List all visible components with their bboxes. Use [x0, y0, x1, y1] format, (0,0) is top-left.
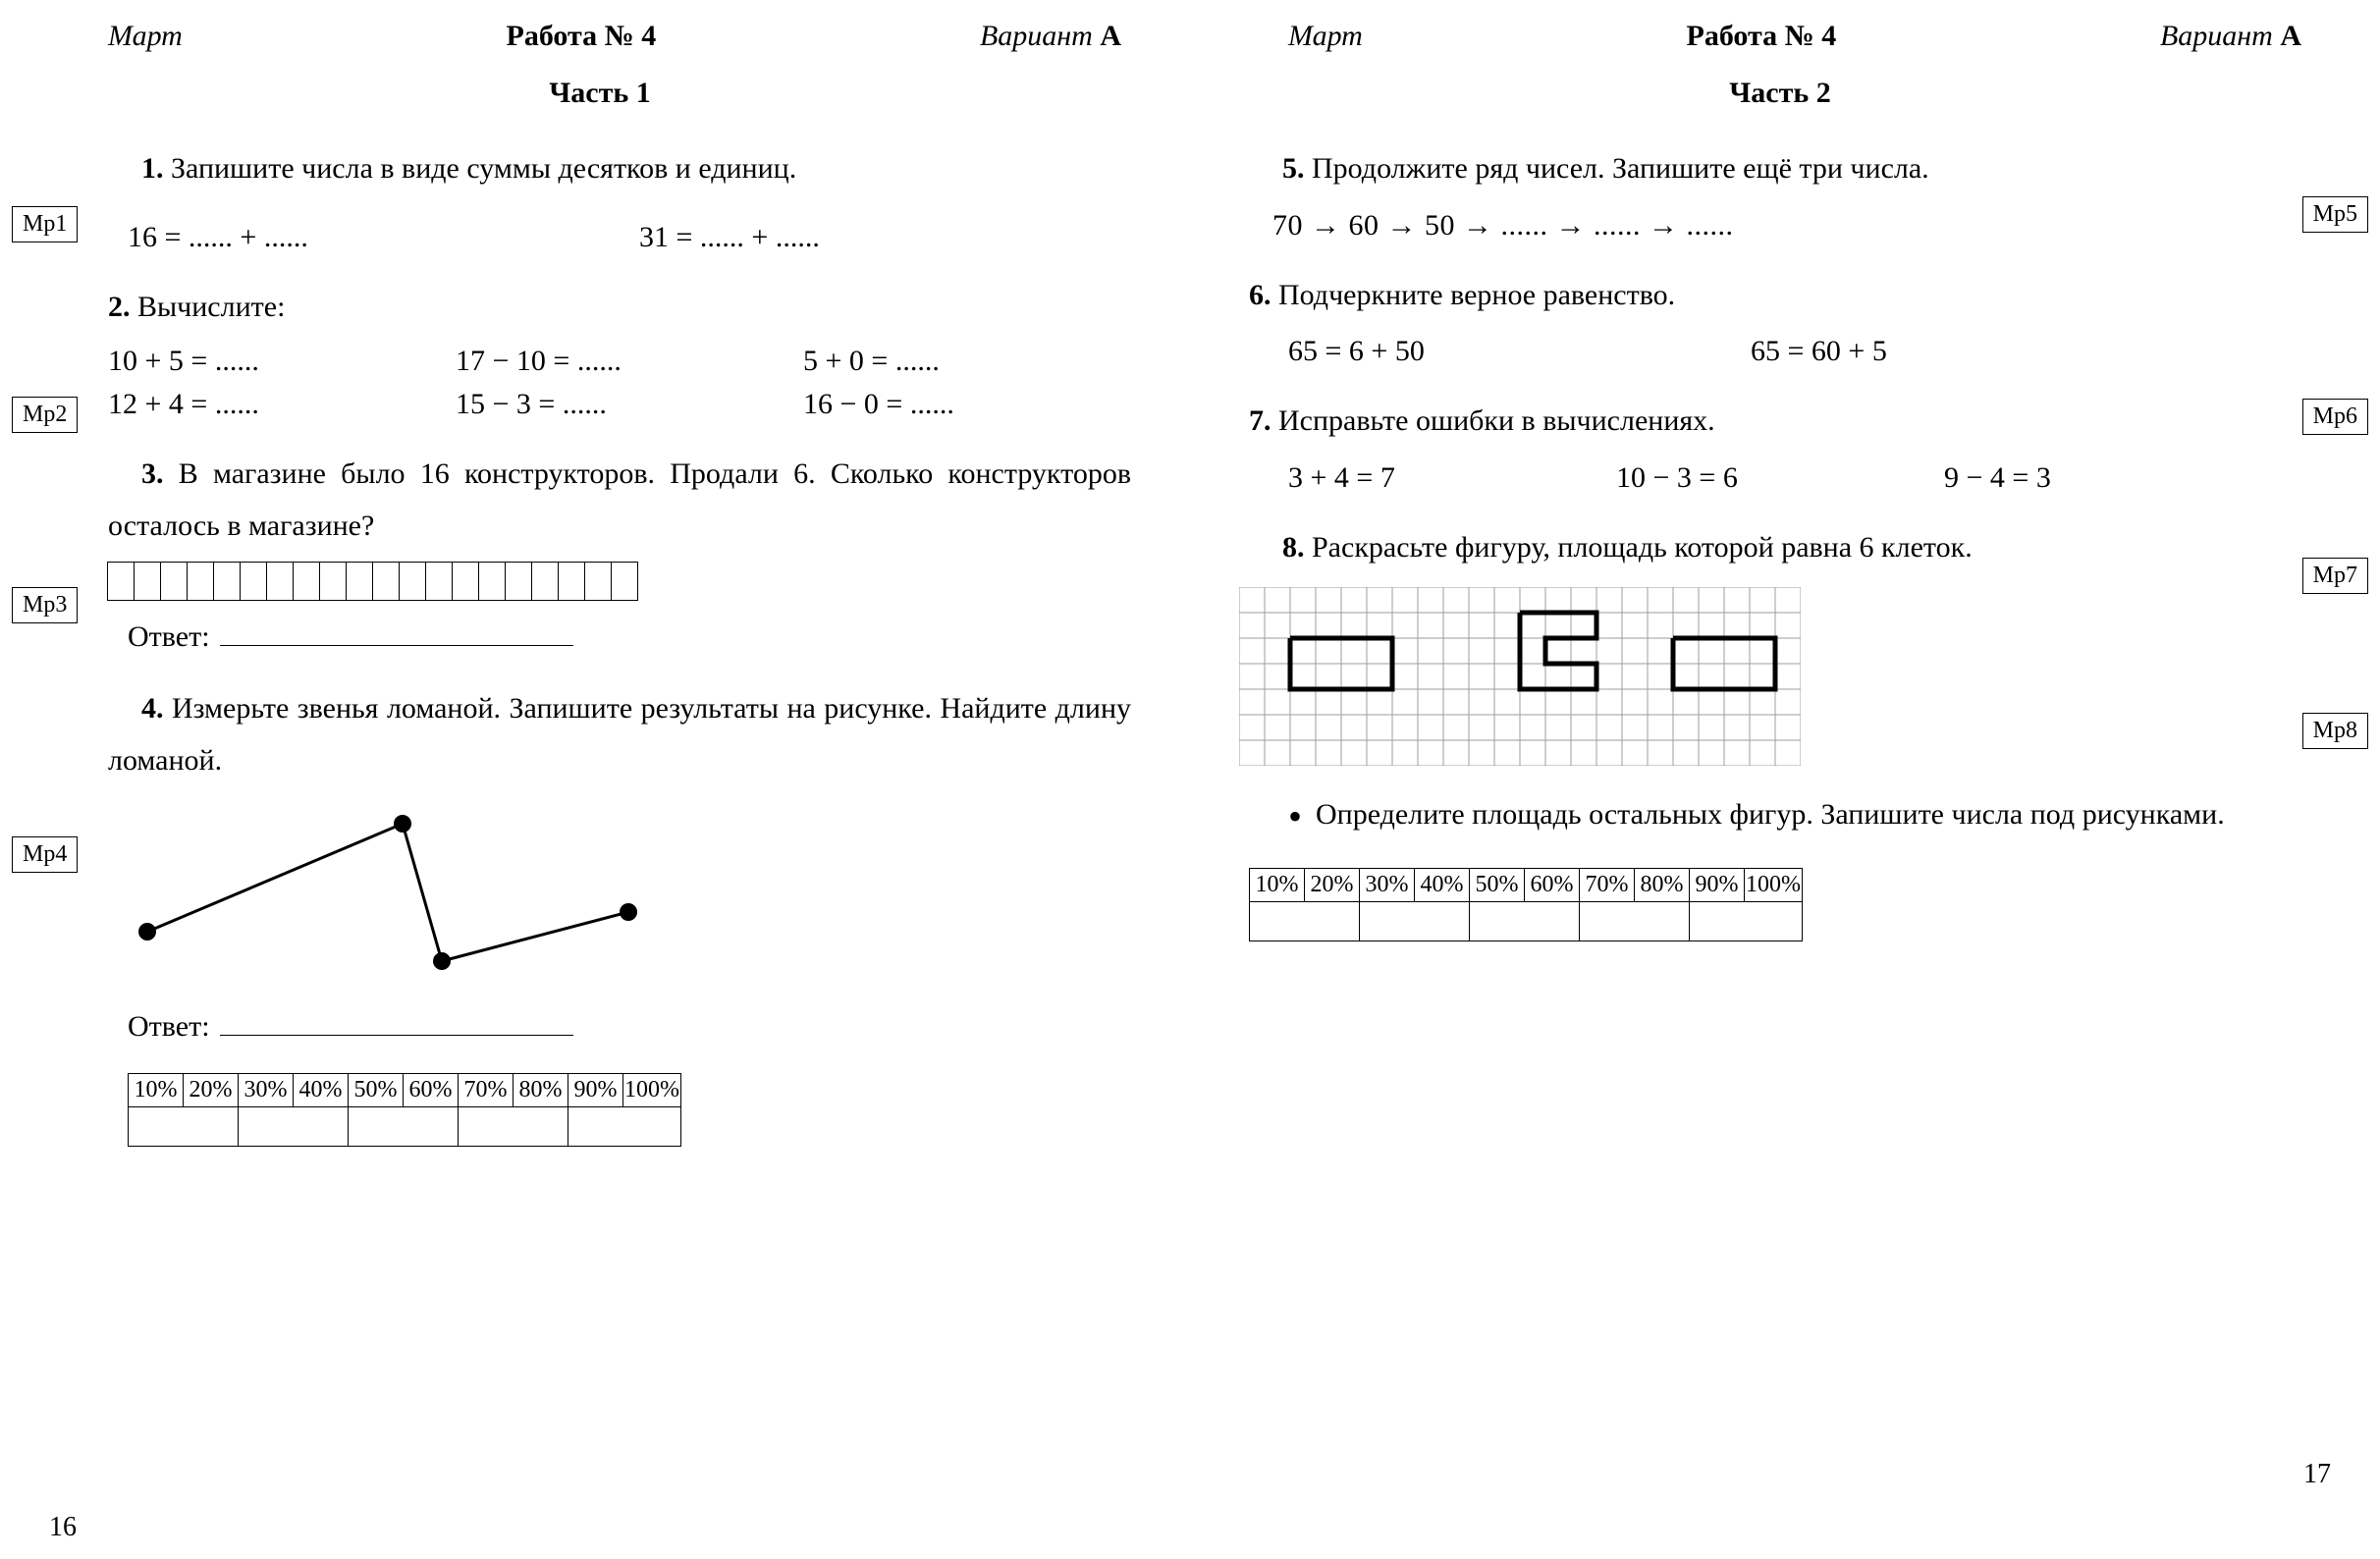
task-5: 5. Продолжите ряд чисел. Запишите ещё тр…: [1229, 143, 2331, 195]
page-number-left: 16: [49, 1512, 77, 1543]
task-4: 4. Измерьте звенья ломаной. Запишите рез…: [49, 683, 1151, 786]
margin-mp8: Мр8: [2302, 713, 2368, 749]
task-3: 3. В магазине было 16 конструкторов. Про…: [49, 449, 1151, 552]
page-right: Март Работа № 4 Вариант А Часть 2 Мр5 5.…: [1210, 20, 2351, 1549]
part-1-title: Часть 1: [49, 77, 1151, 110]
margin-mp1: Мр1: [12, 206, 78, 242]
header-left: Март Работа № 4 Вариант А: [49, 20, 1151, 59]
task-8: 8. Раскрасьте фигуру, площадь которой ра…: [1229, 522, 2331, 574]
task-2-row2: 12 + 4 = ...... 15 − 3 = ...... 16 − 0 =…: [49, 388, 1151, 421]
part-2-title: Часть 2: [1229, 77, 2331, 110]
eq-31: 31 = ...... + ......: [639, 221, 1151, 254]
percent-table-right: 10%20%30%40%50%60%70%80%90%100%: [1249, 868, 1803, 941]
grid-figure: [1239, 587, 1801, 766]
percent-table-left: 10%20%30%40%50%60%70%80%90%100%: [128, 1073, 681, 1147]
task-3-answer: Ответ:: [49, 620, 1151, 654]
task-8-bullet: •Определите площадь остальных фигур. Зап…: [1229, 783, 2331, 850]
margin-mp7: Мр7: [2302, 558, 2368, 594]
answer-cells: [108, 562, 658, 601]
margin-mp2: Мр2: [12, 397, 78, 433]
polyline-figure: [108, 794, 658, 991]
task-1-equations: 16 = ...... + ...... 31 = ...... + .....…: [49, 221, 1151, 254]
margin-mp4: Мр4: [12, 836, 78, 873]
eq-16: 16 = ...... + ......: [128, 221, 639, 254]
header-work-r: Работа № 4: [1687, 20, 1837, 53]
margin-mp5: Мр5: [2302, 196, 2368, 233]
header-month: Март: [108, 20, 183, 53]
header-month-r: Март: [1288, 20, 1363, 53]
page-number-right: 17: [2303, 1459, 2331, 1490]
header-right: Март Работа № 4 Вариант А: [1229, 20, 2331, 59]
header-variant-r: Вариант А: [2160, 20, 2301, 53]
task-1: 1. Запишите числа в виде суммы десятков …: [49, 143, 1151, 195]
task-5-sequence: 70 → 60 → 50 → ...... → ...... → ......: [1229, 209, 2331, 242]
task-6: 6. Подчеркните верное равенство.: [1229, 270, 2331, 322]
task-2: 2. Вычислите:: [49, 282, 1151, 334]
margin-mp6: Мр6: [2302, 399, 2368, 435]
task-7: 7. Исправьте ошибки в вычислениях.: [1229, 396, 2331, 448]
header-variant: Вариант А: [980, 20, 1121, 53]
margin-mp3: Мр3: [12, 587, 78, 623]
page-left: Март Работа № 4 Вариант А Часть 1 Мр1 1.…: [29, 20, 1170, 1549]
task-4-answer: Ответ:: [49, 1010, 1151, 1044]
task-7-equations: 3 + 4 = 7 10 − 3 = 6 9 − 4 = 3: [1229, 461, 2331, 495]
task-2-row1: 10 + 5 = ...... 17 − 10 = ...... 5 + 0 =…: [49, 345, 1151, 378]
bullet-icon: •: [1288, 794, 1302, 838]
task-6-equations: 65 = 6 + 50 65 = 60 + 5: [1229, 335, 2331, 368]
header-work: Работа № 4: [507, 20, 657, 53]
